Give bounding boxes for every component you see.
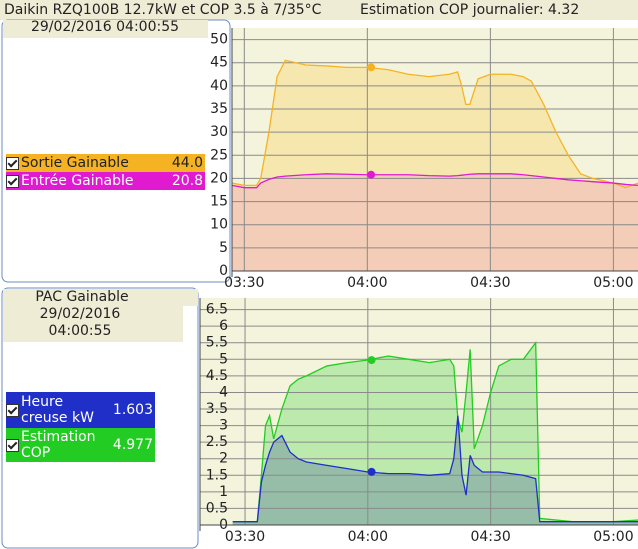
legend-name: Estimation COP (21, 429, 96, 461)
legend-checkbox[interactable] (6, 174, 19, 188)
timestamp: 29/02/2016 04:00:55 (39, 306, 121, 339)
area-fill (232, 415, 638, 525)
x-tick-label: 03:30 (225, 529, 265, 545)
y-tick-label: 0 (219, 263, 228, 279)
bottom-panel (1, 287, 199, 549)
y-tick-label: 4.5 (206, 368, 228, 384)
y-tick-label: 3 (219, 418, 228, 434)
panel-title: PAC Gainable (35, 289, 128, 305)
legend-value: 20.8 (171, 173, 203, 189)
legend-checkbox[interactable] (6, 156, 19, 170)
legend-name: Heure creuse kW (21, 394, 94, 426)
x-tick-label: 05:00 (593, 275, 633, 291)
legend-checkbox[interactable] (6, 403, 19, 417)
y-tick-label: 5 (219, 351, 228, 367)
legend-value: 1.603 (112, 402, 153, 418)
x-tick-label: 04:00 (348, 529, 388, 545)
top-panel (1, 19, 231, 283)
cursor-marker (367, 467, 376, 476)
legend-name: Sortie Gainable (21, 155, 129, 171)
y-tick-label: 0.5 (206, 500, 228, 516)
y-tick-label: 2.5 (206, 434, 228, 450)
y-tick-label: 15 (210, 194, 228, 210)
legend-item: Entrée Gainable 20.8 (6, 172, 205, 190)
legend-checkbox[interactable] (6, 438, 19, 452)
y-tick-label: 4 (219, 384, 228, 400)
y-tick-label: 10 (210, 217, 228, 233)
cursor-marker (367, 63, 376, 72)
timestamp-bg (3, 20, 208, 38)
y-tick-label: 50 (210, 32, 228, 48)
y-tick-label: 20 (210, 170, 228, 186)
y-tick-label: 25 (210, 147, 228, 163)
timestamp-bg (3, 306, 183, 342)
y-tick-label: 1 (219, 484, 228, 500)
area-fill (232, 173, 638, 271)
title-bar (0, 0, 638, 20)
y-tick-label: 5 (219, 240, 228, 256)
y-tick-label: 45 (210, 55, 228, 71)
timestamp: 29/02/2016 04:00:55 (31, 19, 179, 35)
daily-cop: Estimation COP journalier: 4.32 (360, 2, 579, 18)
panel-title-bg (3, 289, 198, 306)
x-tick-label: 03:30 (224, 275, 264, 291)
series-line (231, 59, 638, 189)
x-tick-label: 04:30 (470, 275, 510, 291)
y-tick-label: 40 (210, 78, 228, 94)
y-tick-label: 3.5 (206, 401, 228, 417)
y-tick-label: 2 (219, 451, 228, 467)
cursor-marker (367, 170, 376, 179)
legend-value: 4.977 (112, 437, 153, 453)
y-tick-label: 6.5 (206, 302, 228, 318)
cursor-marker (367, 356, 376, 365)
x-tick-label: 04:30 (470, 529, 510, 545)
x-tick-label: 04:00 (347, 275, 387, 291)
legend-item: Sortie Gainable 44.0 (6, 154, 205, 172)
x-tick-label: 05:00 (593, 529, 633, 545)
series-line (232, 340, 638, 523)
legend-item: Heure creuse kW 1.603 (6, 392, 155, 428)
legend-value: 44.0 (171, 155, 203, 171)
series-line (231, 173, 638, 189)
page-title: Daikin RZQ100B 12.7kW et COP 3.5 à 7/35°… (4, 2, 322, 18)
legend-name: Entrée Gainable (21, 173, 134, 189)
legend-item: Estimation COP 4.977 (6, 428, 155, 462)
y-tick-label: 1.5 (206, 467, 228, 483)
y-tick-label: 6 (219, 318, 228, 334)
series-line (232, 415, 638, 523)
y-tick-label: 30 (210, 124, 228, 140)
y-tick-label: 5.5 (206, 335, 228, 351)
y-tick-label: 35 (210, 101, 228, 117)
